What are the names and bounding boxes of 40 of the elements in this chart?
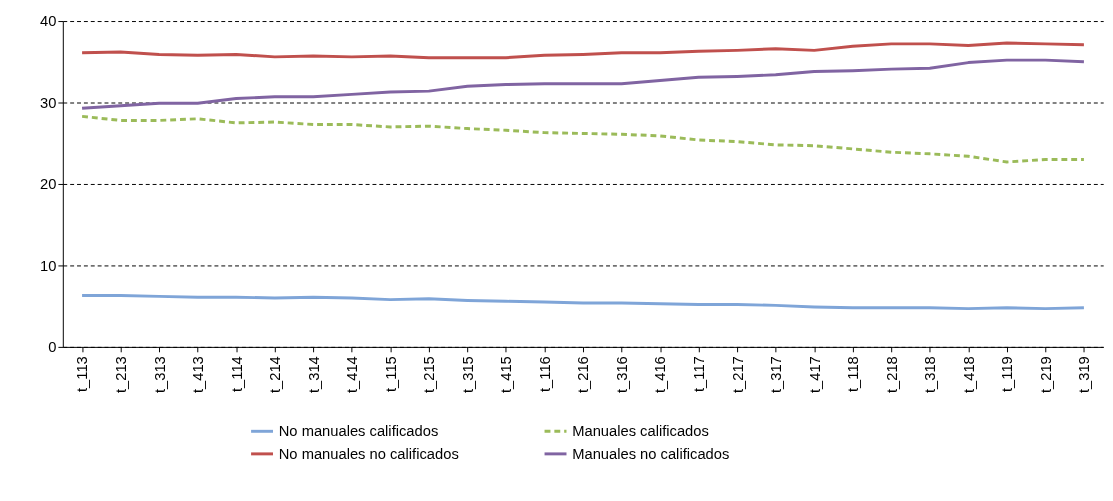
x-tick-label: t_416 bbox=[652, 356, 669, 394]
y-tick-label: 20 bbox=[40, 176, 57, 193]
x-tick-label: t_219 bbox=[1037, 356, 1054, 394]
x-tick-label: t_316 bbox=[613, 356, 630, 394]
x-tick-label: t_315 bbox=[459, 356, 476, 394]
legend-label: Manuales calificados bbox=[572, 423, 709, 440]
x-tick-label: t_215 bbox=[421, 356, 438, 394]
x-tick-label: t_317 bbox=[768, 356, 785, 394]
legend-label: No manuales calificados bbox=[278, 423, 439, 440]
x-tick-label: t_318 bbox=[922, 356, 939, 394]
x-tick-label: t_114 bbox=[228, 356, 245, 392]
x-tick-label: t_413 bbox=[190, 356, 207, 394]
line-series bbox=[80, 294, 1086, 311]
x-tick-label: t_119 bbox=[999, 356, 1016, 392]
x-tick-label: t_414 bbox=[344, 356, 361, 394]
y-tick-label: 40 bbox=[40, 13, 57, 30]
line-series bbox=[80, 41, 1086, 60]
line-series bbox=[80, 114, 1086, 164]
legend-label: No manuales no calificados bbox=[278, 445, 459, 462]
y-tick-label: 10 bbox=[40, 257, 57, 274]
x-tick-label: t_415 bbox=[498, 356, 515, 394]
line-series bbox=[80, 58, 1086, 110]
x-tick-label: t_218 bbox=[883, 356, 900, 394]
x-tick-label: t_217 bbox=[729, 356, 746, 394]
legend-label: Manuales no calificados bbox=[572, 445, 730, 462]
x-tick-label: t_417 bbox=[806, 356, 823, 394]
x-tick-label: t_216 bbox=[575, 356, 592, 394]
x-tick-label: t_117 bbox=[690, 356, 707, 392]
x-tick-label: t_116 bbox=[536, 356, 553, 392]
y-tick-label: 0 bbox=[48, 339, 57, 356]
x-tick-label: t_214 bbox=[267, 356, 284, 394]
x-tick-label: t_115 bbox=[382, 356, 399, 392]
x-tick-label: t_418 bbox=[960, 356, 977, 394]
x-tick-label: t_313 bbox=[151, 356, 168, 394]
y-tick-label: 30 bbox=[40, 94, 57, 111]
x-tick-label: t_118 bbox=[845, 356, 862, 392]
x-tick-label: t_113 bbox=[74, 356, 91, 392]
x-tick-label: t_213 bbox=[113, 356, 130, 394]
x-tick-label: t_319 bbox=[1076, 356, 1093, 394]
x-tick-label: t_314 bbox=[305, 356, 322, 394]
